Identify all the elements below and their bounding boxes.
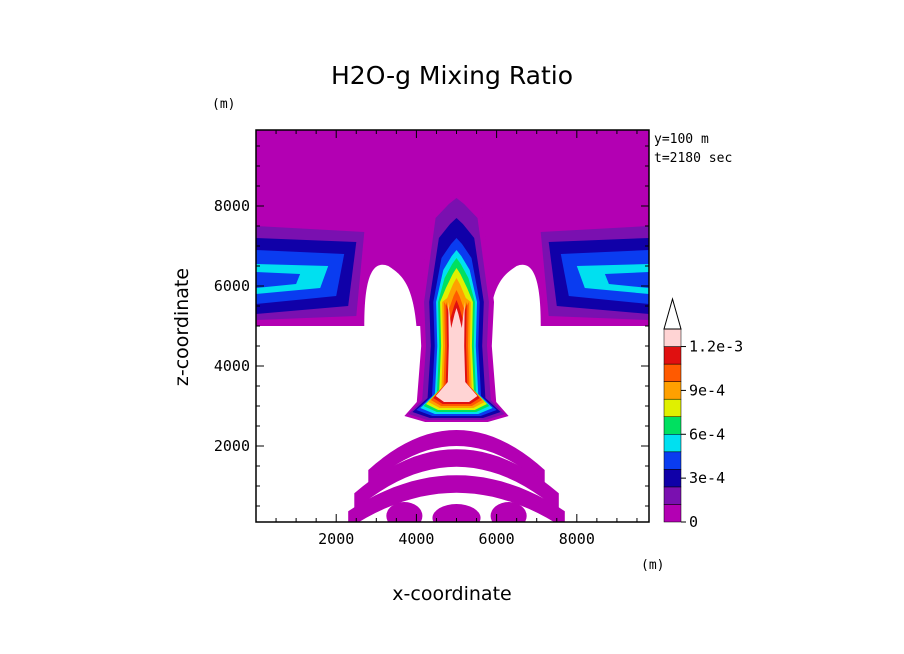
colorbar-label: 0 [689, 513, 698, 531]
x-tick-label: 6000 [479, 530, 515, 548]
colorbar-extend-arrow [663, 297, 682, 330]
side-band-left-5 [256, 272, 301, 288]
x-tick-label: 8000 [559, 530, 595, 548]
colorbar-segment [663, 416, 682, 435]
lower-arc-0 [368, 430, 545, 486]
colorbar-segment [663, 398, 682, 417]
dry-lobe-left [364, 264, 417, 326]
colorbar-segment [663, 363, 682, 382]
colorbar-segment [663, 504, 682, 523]
x-tick-label: 4000 [398, 530, 434, 548]
bottom-blob-0 [386, 502, 423, 522]
x-axis: 2000 4000 6000 8000 [275, 130, 638, 548]
x-axis-label: x-coordinate [392, 583, 511, 605]
colorbar-label: 3e-4 [689, 469, 725, 487]
contour-field [256, 130, 649, 522]
y-tick-label: 2000 [214, 437, 250, 455]
annotation-time: t=2180 sec [654, 151, 732, 166]
y-axis: 2000 4000 6000 8000 [214, 145, 649, 507]
y-tick-label: 8000 [214, 197, 250, 215]
side-band-right-5 [604, 272, 649, 288]
y-unit-label: (m) [212, 97, 235, 112]
chart-title: H2O-g Mixing Ratio [331, 61, 573, 90]
colorbar-segment [663, 328, 682, 347]
colorbar-segment [663, 381, 682, 400]
colorbar-segment [663, 346, 682, 365]
plume-contour-10 [435, 302, 478, 402]
x-tick-label: 2000 [318, 530, 354, 548]
bottom-blob-2 [432, 504, 481, 522]
x-unit-label: (m) [641, 558, 664, 573]
lower-arc-1 [354, 449, 559, 511]
colorbar-segment [663, 486, 682, 505]
colorbar-label: 9e-4 [689, 381, 725, 399]
colorbar-segment [663, 451, 682, 470]
dry-lobe-right [488, 264, 541, 326]
colorbar-segment [663, 469, 682, 488]
colorbar-label: 1.2e-3 [689, 338, 743, 356]
y-tick-label: 6000 [214, 277, 250, 295]
colorbar: 0 3e-4 6e-4 9e-4 1.2e-3 [663, 297, 743, 531]
colorbar-label: 6e-4 [689, 425, 725, 443]
y-tick-label: 4000 [214, 357, 250, 375]
annotation-y-position: y=100 m [654, 132, 709, 147]
lower-arc-2 [348, 475, 565, 522]
bottom-blob-1 [490, 502, 527, 522]
y-axis-label: z-coordinate [171, 268, 193, 386]
colorbar-segment [663, 434, 682, 453]
